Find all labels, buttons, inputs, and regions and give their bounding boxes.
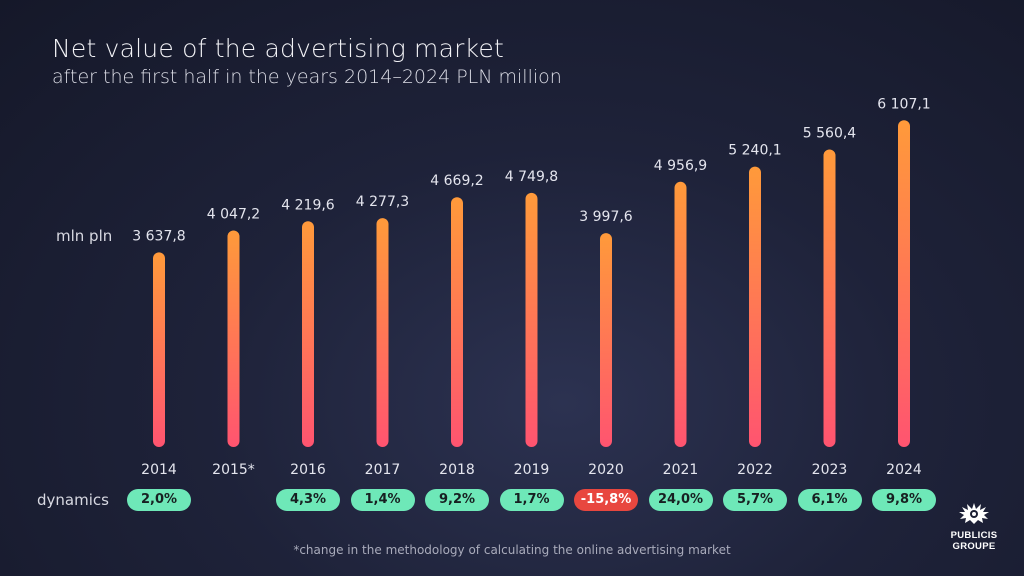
bar-2022 <box>749 166 761 447</box>
dynamics-pill-2019: 1,7% <box>499 489 564 511</box>
value-label-2018: 4 669,2 <box>430 173 483 189</box>
year-label-2014: 2014 <box>141 462 177 478</box>
dynamics-pill-2023: 6,1% <box>797 489 862 511</box>
dynamics-pill-2018: 9,2% <box>425 489 489 511</box>
value-label-2023: 5 560,4 <box>803 126 857 142</box>
dynamics-pill-2014: 2,0% <box>127 489 191 511</box>
bar-2014 <box>153 252 165 447</box>
dynamics-pill-2022: 5,7% <box>723 489 787 511</box>
value-label-2022: 5 240,1 <box>728 143 781 159</box>
bar-chart: 3 637,8 2014 4 047,2 2015* 4 219,6 2016 4 277,… <box>132 96 930 478</box>
dynamics-pill-2021: 24,0% <box>648 489 713 511</box>
dynamics-label: dynamics <box>37 491 109 509</box>
dynamics-pill-2017: 1,4% <box>350 489 415 511</box>
dynamics-pill-2016: 4,3% <box>276 489 340 511</box>
year-label-2024: 2024 <box>886 462 922 478</box>
year-label-2020: 2020 <box>588 462 624 478</box>
year-label-2023: 2023 <box>812 462 848 478</box>
lion-emblem-icon <box>959 503 989 524</box>
year-label-2017: 2017 <box>365 462 401 478</box>
year-label-2021: 2021 <box>663 462 699 478</box>
year-label-2016: 2016 <box>290 462 326 478</box>
bar-2015* <box>227 230 240 447</box>
value-label-2015*: 4 047,2 <box>207 206 260 222</box>
year-label-2018: 2018 <box>439 462 475 478</box>
value-label-2020: 3 997,6 <box>579 209 633 225</box>
dynamics-pill-2020: -15,8% <box>574 489 638 511</box>
value-label-2024: 6 107,1 <box>877 96 930 112</box>
year-label-2015*: 2015* <box>212 462 255 478</box>
footnote: *change in the methodology of calculatin… <box>293 543 731 557</box>
year-label-2022: 2022 <box>737 462 773 478</box>
chart-subtitle: after the first half in the years 2014–2… <box>52 66 562 88</box>
logo-line2: GROUPE <box>952 541 996 552</box>
bar-2021 <box>674 181 687 447</box>
publicis-groupe-logo: PUBLICIS GROUPE <box>944 500 1004 552</box>
bar-2019 <box>525 192 538 447</box>
dynamics-pill-2024: 9,8% <box>872 489 936 511</box>
chart-title: Net value of the advertising market <box>52 34 504 63</box>
value-label-2017: 4 277,3 <box>356 194 409 210</box>
bar-2024 <box>898 120 910 448</box>
bar-2017 <box>376 218 389 447</box>
year-label-2019: 2019 <box>514 462 550 478</box>
value-label-2016: 4 219,6 <box>281 197 335 213</box>
bar-2016 <box>302 221 314 447</box>
bar-2020 <box>600 233 612 447</box>
value-label-2021: 4 956,9 <box>654 158 707 174</box>
unit-label: mln pln <box>56 227 113 245</box>
value-label-2019: 4 749,8 <box>505 169 558 185</box>
bar-2018 <box>451 197 463 447</box>
logo-line1: PUBLICIS <box>950 530 998 541</box>
value-label-2014: 3 637,8 <box>132 228 185 244</box>
bar-2023 <box>823 149 836 447</box>
